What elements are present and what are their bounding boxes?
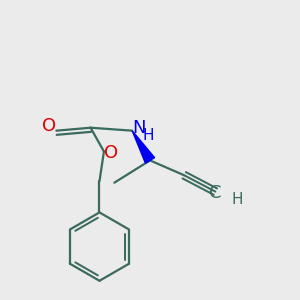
Text: C: C (209, 184, 222, 202)
Text: H: H (143, 128, 154, 142)
Text: O: O (42, 117, 56, 135)
Text: N: N (132, 119, 146, 137)
Text: H: H (232, 191, 243, 206)
Polygon shape (132, 131, 154, 163)
Text: O: O (104, 144, 118, 162)
